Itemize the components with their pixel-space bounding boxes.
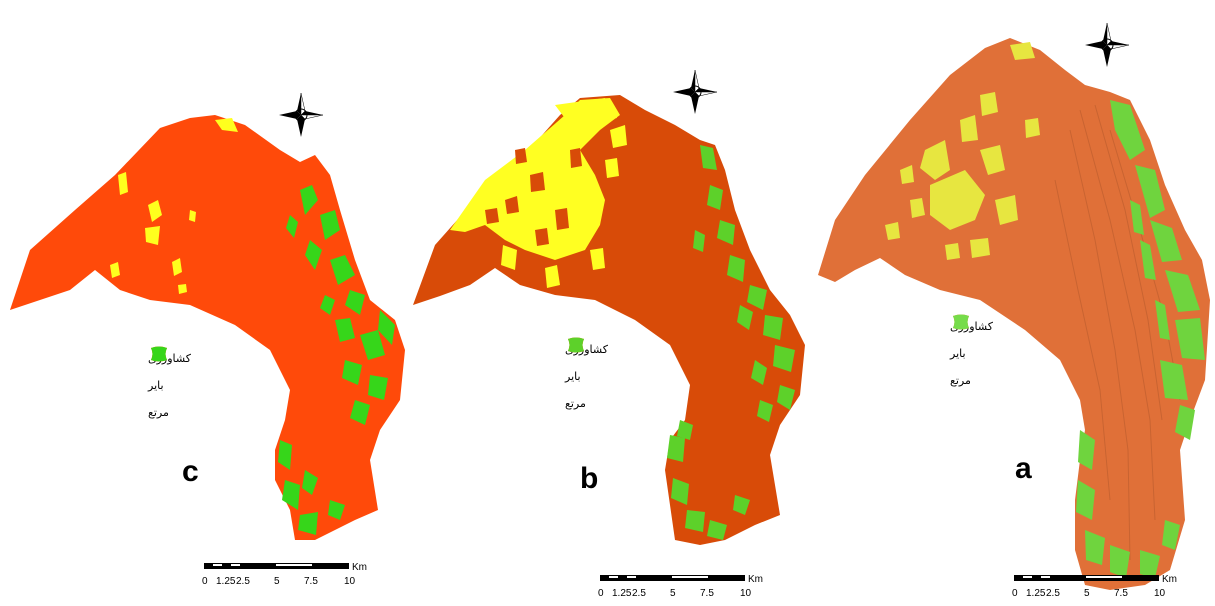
legend-item: بایر: [565, 363, 608, 390]
scalebar-graphic: Km 0 1.25 2.5 5 7.5 10: [204, 562, 379, 590]
panel-label-a: a: [1015, 452, 1032, 486]
svg-text:2.5: 2.5: [1046, 588, 1060, 599]
compass-rose-icon: [670, 67, 720, 117]
compass-rose-icon: [276, 90, 326, 140]
north-arrow-b: [670, 67, 720, 117]
legend-swatch-icon: [565, 336, 587, 354]
legend-item: مرتع: [565, 390, 608, 417]
svg-text:7.5: 7.5: [1114, 588, 1128, 599]
legend-item: مرتع: [148, 399, 191, 426]
legend-label: بایر: [565, 370, 581, 383]
legend-item: مرتع: [950, 367, 993, 394]
map-panel-a: کشاورزی بایر مرتع a Km 0 1.25 2.5 5 7.5 …: [810, 0, 1215, 606]
legend-label: مرتع: [148, 406, 169, 419]
legend-swatch-icon: [950, 313, 972, 331]
north-arrow-a: [1082, 20, 1132, 70]
svg-text:7.5: 7.5: [304, 576, 318, 587]
map-panel-b: کشاورزی بایر مرتع b Km 0 1.25 2.5 5 7.5 …: [405, 0, 815, 606]
scalebar-a: Km 0 1.25 2.5 5 7.5 10: [1014, 574, 1189, 602]
basin-barren-a: [818, 38, 1210, 590]
legend-label: بایر: [950, 347, 966, 360]
scalebar-unit: Km: [748, 574, 763, 585]
scalebar-graphic: Km 0 1.25 2.5 5 7.5 10: [600, 574, 775, 602]
panel-label-c: c: [182, 455, 199, 489]
svg-text:1.25: 1.25: [612, 588, 632, 599]
svg-text:10: 10: [740, 588, 752, 599]
svg-text:2.5: 2.5: [236, 576, 250, 587]
scalebar-unit: Km: [352, 562, 367, 573]
panel-label-b: b: [580, 462, 598, 496]
scalebar-unit: Km: [1162, 574, 1177, 585]
legend-label: مرتع: [565, 397, 586, 410]
landuse-map-c: [0, 0, 410, 606]
legend-label: مرتع: [950, 374, 971, 387]
svg-text:5: 5: [670, 588, 676, 599]
landuse-map-a: [810, 0, 1215, 606]
legend-c: کشاورزی بایر مرتع: [148, 345, 191, 426]
compass-rose-icon: [1082, 20, 1132, 70]
legend-item: بایر: [148, 372, 191, 399]
svg-text:5: 5: [274, 576, 280, 587]
svg-text:2.5: 2.5: [632, 588, 646, 599]
svg-text:5: 5: [1084, 588, 1090, 599]
legend-swatch-icon: [148, 345, 170, 363]
svg-text:1.25: 1.25: [1026, 588, 1046, 599]
legend-a: کشاورزی بایر مرتع: [950, 313, 993, 394]
svg-text:7.5: 7.5: [700, 588, 714, 599]
svg-text:10: 10: [344, 576, 356, 587]
svg-text:0: 0: [1012, 588, 1018, 599]
north-arrow-c: [276, 90, 326, 140]
scalebar-graphic: Km 0 1.25 2.5 5 7.5 10: [1014, 574, 1189, 602]
svg-text:10: 10: [1154, 588, 1166, 599]
legend-label: بایر: [148, 379, 164, 392]
svg-text:0: 0: [598, 588, 604, 599]
scalebar-c: Km 0 1.25 2.5 5 7.5 10: [204, 562, 379, 590]
svg-text:1.25: 1.25: [216, 576, 236, 587]
map-panel-c: کشاورزی بایر مرتع c Km 0 1.25 2.5 5 7.5 …: [0, 0, 410, 606]
svg-text:0: 0: [202, 576, 208, 587]
scalebar-b: Km 0 1.25 2.5 5 7.5 10: [600, 574, 775, 602]
legend-item: بایر: [950, 340, 993, 367]
legend-b: کشاورزی بایر مرتع: [565, 336, 608, 417]
landuse-map-b: [405, 0, 815, 606]
